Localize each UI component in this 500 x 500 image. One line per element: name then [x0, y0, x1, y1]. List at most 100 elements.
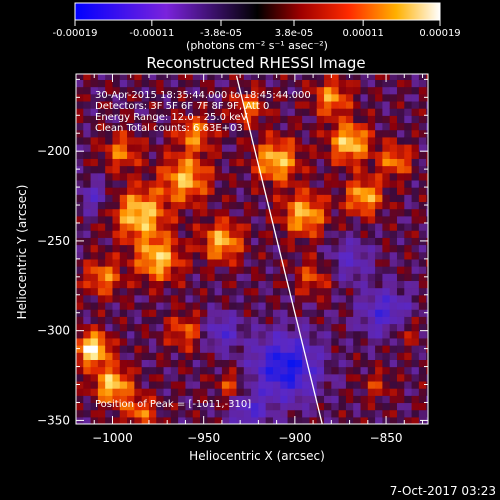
heatmap-cell	[338, 316, 347, 325]
heatmap-cell	[134, 395, 143, 404]
heatmap-cell	[163, 273, 172, 282]
heatmap-cell	[221, 287, 230, 296]
heatmap-cell	[251, 179, 259, 188]
heatmap-cell	[192, 395, 201, 404]
heatmap-cell	[97, 237, 106, 246]
heatmap-cell	[302, 258, 311, 267]
heatmap-cell	[331, 172, 340, 181]
heatmap-cell	[119, 187, 128, 195]
heatmap-cell	[170, 345, 179, 353]
heatmap-cell	[411, 416, 420, 424]
heatmap-cell	[90, 136, 99, 145]
heatmap-cell	[324, 337, 332, 346]
heatmap-cell	[316, 93, 325, 102]
heatmap-cell	[324, 352, 332, 360]
heatmap-cell	[229, 144, 238, 152]
heatmap-cell	[170, 136, 179, 145]
heatmap-cell	[148, 187, 157, 195]
heatmap-cell	[200, 208, 208, 217]
heatmap-cell	[280, 323, 289, 332]
heatmap-cell	[192, 158, 201, 167]
heatmap-cell	[192, 230, 201, 238]
heatmap-cell	[229, 258, 238, 267]
heatmap-cell	[302, 273, 311, 282]
heatmap-cell	[112, 359, 121, 368]
heatmap-cell	[338, 352, 347, 360]
heatmap-cell	[105, 280, 114, 289]
heatmap-cell	[375, 79, 384, 88]
heatmap-cell	[229, 100, 238, 109]
heatmap-cell	[236, 222, 245, 231]
heatmap-cell	[163, 309, 172, 317]
heatmap-cell	[367, 345, 376, 353]
heatmap-cell	[404, 416, 413, 424]
heatmap-cell	[331, 179, 340, 188]
heatmap-cell	[90, 359, 99, 368]
heatmap-cell	[411, 309, 420, 317]
heatmap-cell	[134, 316, 143, 325]
heatmap-cell	[127, 93, 135, 102]
heatmap-cell	[338, 79, 347, 88]
heatmap-cell	[294, 330, 303, 339]
heatmap-cell	[389, 316, 398, 325]
heatmap-cell	[97, 222, 106, 231]
heatmap-cell	[280, 144, 289, 152]
heatmap-cell	[163, 380, 172, 389]
heatmap-cell	[272, 395, 281, 404]
heatmap-cell	[156, 380, 165, 389]
heatmap-cell	[76, 395, 84, 404]
heatmap-cell	[360, 136, 369, 145]
heatmap-cell	[76, 74, 84, 80]
heatmap-cell	[134, 330, 143, 339]
colorbar-tick-label: -0.00019	[53, 28, 98, 39]
heatmap-cell	[426, 258, 428, 267]
heatmap-cell	[163, 395, 172, 404]
heatmap-cell	[251, 337, 259, 346]
heatmap-cell	[236, 366, 245, 375]
heatmap-cell	[404, 402, 413, 411]
heatmap-cell	[119, 158, 128, 167]
heatmap-cell	[163, 201, 172, 210]
heatmap-cell	[207, 409, 216, 418]
heatmap-cell	[148, 316, 157, 325]
heatmap-cell	[221, 244, 230, 253]
heatmap-cell	[112, 273, 121, 282]
heatmap-cell	[97, 115, 106, 124]
heatmap-cell	[287, 172, 296, 181]
heatmap-cell	[309, 309, 318, 317]
heatmap-cell	[192, 151, 201, 159]
heatmap-cell	[331, 352, 340, 360]
heatmap-cell	[76, 100, 84, 109]
heatmap-cell	[214, 129, 223, 138]
heatmap-cell	[324, 251, 332, 260]
heatmap-cell	[367, 74, 376, 80]
heatmap-cell	[207, 165, 216, 174]
heatmap-cell	[185, 208, 194, 217]
heatmap-cell	[396, 251, 405, 260]
heatmap-cell	[324, 172, 332, 181]
heatmap-cell	[251, 144, 259, 152]
heatmap-cell	[258, 108, 267, 116]
heatmap-cell	[382, 172, 391, 181]
heatmap-cell	[83, 294, 92, 303]
heatmap-cell	[426, 215, 428, 224]
heatmap-cell	[353, 352, 362, 360]
heatmap-cell	[207, 316, 216, 325]
heatmap-cell	[316, 266, 325, 274]
heatmap-cell	[134, 129, 143, 138]
heatmap-cell	[338, 395, 347, 404]
heatmap-cell	[148, 402, 157, 411]
heatmap-cell	[375, 151, 384, 159]
heatmap-cell	[207, 93, 216, 102]
heatmap-cell	[360, 79, 369, 88]
heatmap-cell	[243, 388, 252, 396]
heatmap-cell	[309, 194, 318, 203]
heatmap-cell	[192, 287, 201, 296]
heatmap-cell	[345, 172, 354, 181]
heatmap-cell	[287, 136, 296, 145]
heatmap-cell	[426, 230, 428, 238]
heatmap-cell	[367, 280, 376, 289]
heatmap-cell	[331, 165, 340, 174]
heatmap-cell	[119, 215, 128, 224]
heatmap-cell	[112, 115, 121, 124]
